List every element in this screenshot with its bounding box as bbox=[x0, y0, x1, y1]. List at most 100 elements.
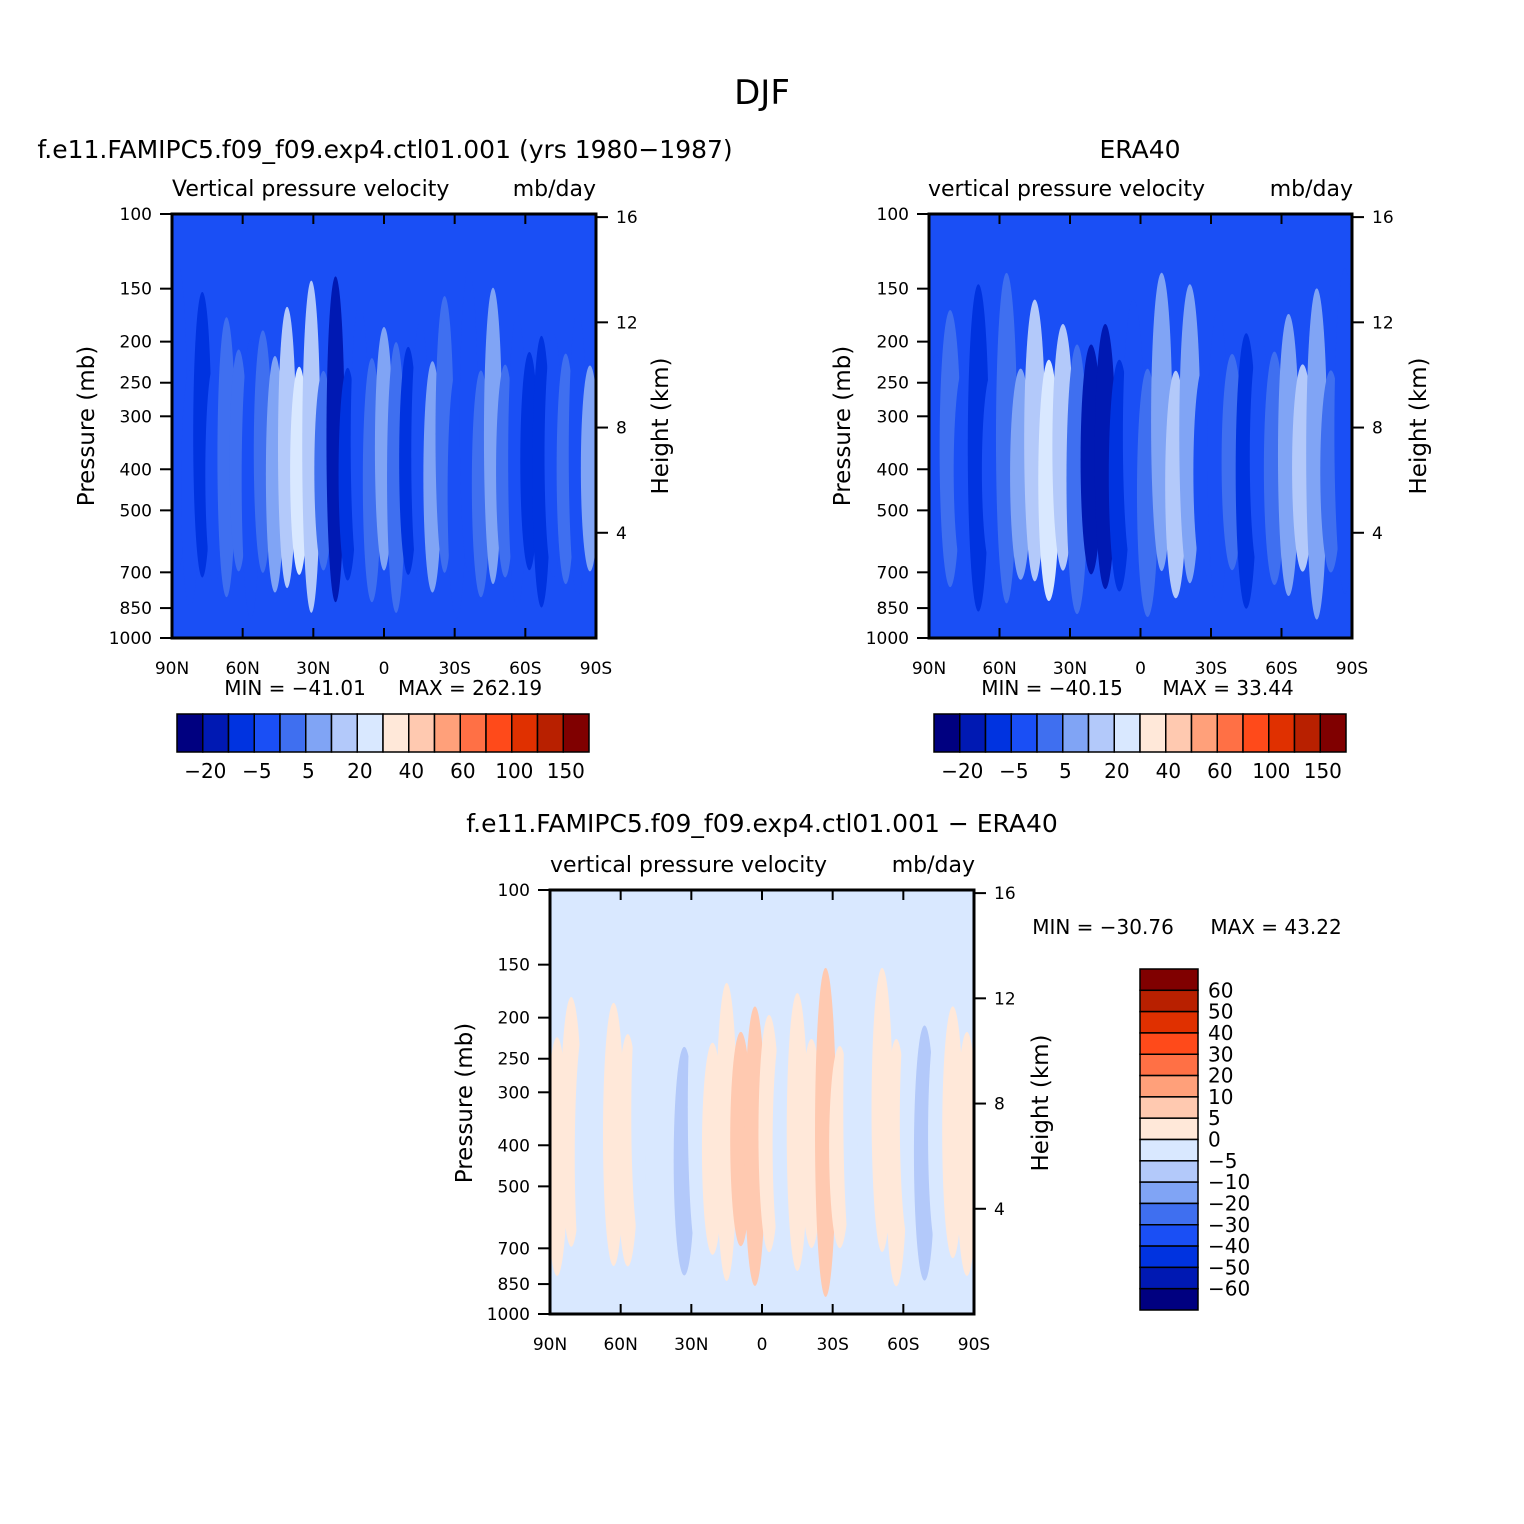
diff-ytick-label: 1000 bbox=[487, 1305, 530, 1325]
era40-ytick-label: 150 bbox=[877, 280, 909, 300]
era40-xtick-label: 0 bbox=[1135, 659, 1146, 679]
diff-colorbar-label: 60 bbox=[1208, 978, 1233, 1002]
model-colorbar-swatch bbox=[485, 713, 513, 753]
model-ytick-label: 700 bbox=[120, 563, 152, 583]
model-colorbar-swatch bbox=[176, 713, 204, 753]
era40-xtick-label: 60S bbox=[1265, 659, 1297, 679]
era40-xtick-label: 60N bbox=[982, 659, 1016, 679]
panel-era40-title: ERA40 bbox=[1099, 135, 1180, 164]
diff-colorbar-label: 40 bbox=[1208, 1021, 1233, 1045]
diff-ytick-label: 700 bbox=[498, 1239, 530, 1259]
era40-colorbar-label: 100 bbox=[1252, 759, 1290, 783]
model-colorbar-label: 100 bbox=[495, 759, 533, 783]
diff-colorbar-swatch bbox=[1139, 1138, 1199, 1162]
era40-colorbar-swatch bbox=[984, 713, 1012, 753]
diff-xtick-label: 30N bbox=[674, 1335, 708, 1355]
diff-ytick-label: 400 bbox=[498, 1136, 530, 1156]
diff-contour-cell bbox=[716, 983, 738, 1281]
diff-colorbar-swatch bbox=[1139, 1053, 1199, 1077]
plot-area-era40: 90N 60N 30N 0 30S 60S 90S 100 150 200 250 300 400 500… bbox=[866, 205, 1394, 679]
model-ytick-label: 300 bbox=[120, 407, 152, 427]
diff-field bbox=[550, 890, 974, 1314]
era40-contour-cell bbox=[1277, 314, 1300, 597]
colorbar-model: −20 −5 5 20 40 60 100 150 bbox=[176, 713, 590, 783]
model-ytick-label: 200 bbox=[120, 333, 152, 353]
diff-colorbar-swatch bbox=[1139, 1181, 1199, 1205]
model-colorbar-label: 60 bbox=[450, 759, 475, 783]
era40-contour-cell bbox=[967, 284, 989, 612]
era40-colorbar-label: −5 bbox=[999, 759, 1028, 783]
main-title: DJF bbox=[734, 73, 790, 113]
model-colorbar-swatch bbox=[408, 713, 436, 753]
diff-colorbar-swatch bbox=[1139, 1245, 1199, 1269]
diff-colorbar-label: −20 bbox=[1208, 1191, 1250, 1215]
model-colorbar-swatch bbox=[459, 713, 487, 753]
era40-colorbar-label: 60 bbox=[1207, 759, 1232, 783]
model-ytick-label: 850 bbox=[120, 599, 152, 619]
panel-model-min: MIN = −41.01 bbox=[224, 676, 366, 700]
era40-colorbar-label: 150 bbox=[1304, 759, 1342, 783]
diff-ytick-label: 200 bbox=[498, 1009, 530, 1029]
diff-contour-cell bbox=[956, 1032, 974, 1276]
diff-colorbar-swatch bbox=[1139, 1032, 1199, 1055]
diff-colorbar-label: −30 bbox=[1208, 1213, 1250, 1237]
era40-colorbar-label: 20 bbox=[1104, 759, 1129, 783]
model-colorbar-swatch bbox=[382, 713, 410, 753]
model-ytick-label: 400 bbox=[120, 460, 152, 480]
diff-ytick-label: 500 bbox=[498, 1177, 530, 1197]
era40-ytick-label: 850 bbox=[877, 599, 909, 619]
panel-diff-ylabel: Pressure (mb) bbox=[452, 1023, 478, 1183]
diff-ytick-label: 250 bbox=[498, 1050, 530, 1070]
model-colorbar-label: 150 bbox=[547, 759, 585, 783]
diff-contour-cell bbox=[786, 993, 808, 1271]
diff-ytick-right-label: 8 bbox=[994, 1095, 1005, 1115]
diff-colorbar-swatch bbox=[1139, 1202, 1199, 1226]
model-colorbar-swatch bbox=[511, 713, 539, 753]
era40-colorbar-swatch bbox=[1319, 713, 1347, 753]
diff-ytick-label: 150 bbox=[498, 956, 530, 976]
diff-contour-cell bbox=[815, 967, 837, 1297]
model-colorbar-label: 40 bbox=[399, 759, 424, 783]
era40-colorbar-swatch bbox=[933, 713, 961, 753]
diff-colorbar-label: 10 bbox=[1208, 1085, 1233, 1109]
model-ytick-right-label: 4 bbox=[616, 524, 627, 544]
diff-colorbar-label: 20 bbox=[1208, 1064, 1233, 1088]
era40-contour-cell bbox=[1306, 288, 1328, 620]
panel-diff-min: MIN = −30.76 bbox=[1032, 915, 1174, 939]
era40-ytick-label: 400 bbox=[877, 460, 909, 480]
era40-xtick-label: 30N bbox=[1053, 659, 1087, 679]
era40-colorbar-label: 40 bbox=[1156, 759, 1181, 783]
model-ytick-label: 100 bbox=[120, 205, 152, 225]
panel-diff: f.e11.FAMIPC5.f09_f09.exp4.ctl01.001 − E… bbox=[452, 809, 1342, 1355]
panel-era40-ylabel-right: Height (km) bbox=[1406, 357, 1432, 494]
era40-colorbar-swatch bbox=[1062, 713, 1090, 753]
era40-contour-cell bbox=[1207, 310, 1229, 607]
panel-model: f.e11.FAMIPC5.f09_f09.exp4.ctl01.001 (yr… bbox=[37, 135, 732, 783]
diff-colorbar-swatch bbox=[1139, 1096, 1199, 1119]
era40-colorbar-swatch bbox=[1139, 713, 1167, 753]
model-colorbar-label: 5 bbox=[302, 759, 315, 783]
diff-colorbar-swatch bbox=[1139, 1117, 1199, 1141]
era40-ytick-label: 100 bbox=[877, 205, 909, 225]
era40-xtick-label: 30S bbox=[1195, 659, 1227, 679]
diff-ytick-right-label: 4 bbox=[994, 1200, 1005, 1220]
era40-ytick-right-label: 16 bbox=[1372, 208, 1394, 228]
diff-colorbar-swatch bbox=[1139, 1010, 1199, 1034]
era40-ytick-right-label: 4 bbox=[1372, 524, 1383, 544]
era40-ytick-label: 300 bbox=[877, 407, 909, 427]
era40-ytick-label: 250 bbox=[877, 374, 909, 394]
model-colorbar-label: −20 bbox=[184, 759, 226, 783]
model-contour-cell bbox=[508, 313, 527, 608]
colorbar-era40: −20 −5 5 20 40 60 100 150 bbox=[933, 713, 1347, 783]
era40-ytick-right-label: 8 bbox=[1372, 419, 1383, 439]
model-ytick-label: 1000 bbox=[109, 629, 152, 649]
era40-colorbar-swatch bbox=[1268, 713, 1296, 753]
diff-ytick-label: 300 bbox=[498, 1083, 530, 1103]
era40-ytick-label: 700 bbox=[877, 563, 909, 583]
panel-diff-subtitle-right: mb/day bbox=[892, 853, 975, 878]
model-xtick-label: 60N bbox=[225, 659, 259, 679]
model-colorbar-label: −5 bbox=[242, 759, 271, 783]
model-colorbar-swatch bbox=[433, 713, 461, 753]
